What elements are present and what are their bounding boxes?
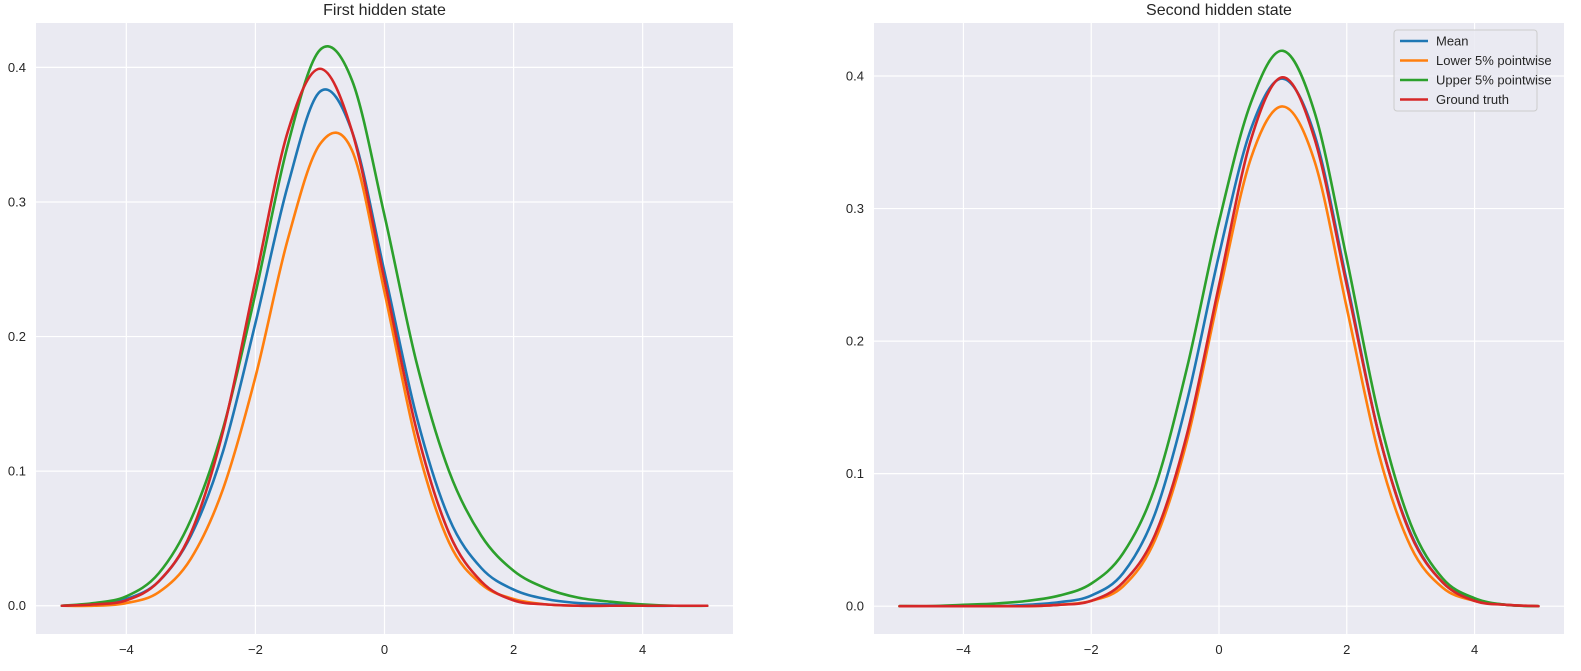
legend-box: [1393, 29, 1538, 112]
series-line-upper-5-pointwise: [60, 45, 709, 608]
x-tick-label: 2: [1343, 642, 1350, 657]
x-tick-label: −2: [1084, 642, 1099, 657]
panel-second-hidden-state: −4 −2 0 2 4 0.0 0.1 0.2 0.3 0.4 Second hidden stat…: [846, 2, 1564, 657]
x-tick-label: 4: [1471, 642, 1478, 657]
x-tick-label: 0: [381, 642, 388, 657]
y-tick-label: 0.2: [846, 334, 864, 349]
x-tick-label: −4: [119, 642, 134, 657]
x-tick-label: −2: [248, 642, 263, 657]
legend-label-mean: Mean: [1436, 34, 1469, 49]
series-line-ground-truth: [898, 76, 1540, 608]
series-line-upper-5-pointwise: [898, 49, 1540, 608]
legend-label-ground-truth: Ground truth: [1436, 92, 1509, 107]
x-tick-label: 2: [510, 642, 517, 657]
x-tick-label: 0: [1215, 642, 1222, 657]
y-tick-label: 0.0: [846, 599, 864, 614]
y-tick-label: 0.2: [8, 329, 26, 344]
series-line-ground-truth: [60, 67, 709, 608]
y-tick-label: 0.1: [846, 466, 864, 481]
y-tick-label: 0.3: [8, 194, 26, 209]
legend-label-upper-5-pointwise: Upper 5% pointwise: [1436, 73, 1552, 88]
y-tick-label: 0.3: [846, 201, 864, 216]
y-tick-label: 0.1: [8, 464, 26, 479]
y-tick-label: 0.4: [846, 69, 864, 84]
legend: Mean Lower 5% pointwise Upper 5% pointwise…: [1393, 29, 1552, 112]
panel-first-hidden-state: −4 −2 0 2 4 0.0 0.1 0.2 0.3 0.4 First hidden state: [8, 2, 733, 657]
y-tick-label: 0.4: [8, 60, 26, 75]
y-tick-label: 0.0: [8, 598, 26, 613]
legend-label-lower-5-pointwise: Lower 5% pointwise: [1436, 53, 1552, 68]
chart-title: Second hidden state: [1146, 2, 1292, 19]
chart-title: First hidden state: [323, 2, 446, 19]
x-tick-label: −4: [956, 642, 971, 657]
x-tick-label: 4: [639, 642, 646, 657]
